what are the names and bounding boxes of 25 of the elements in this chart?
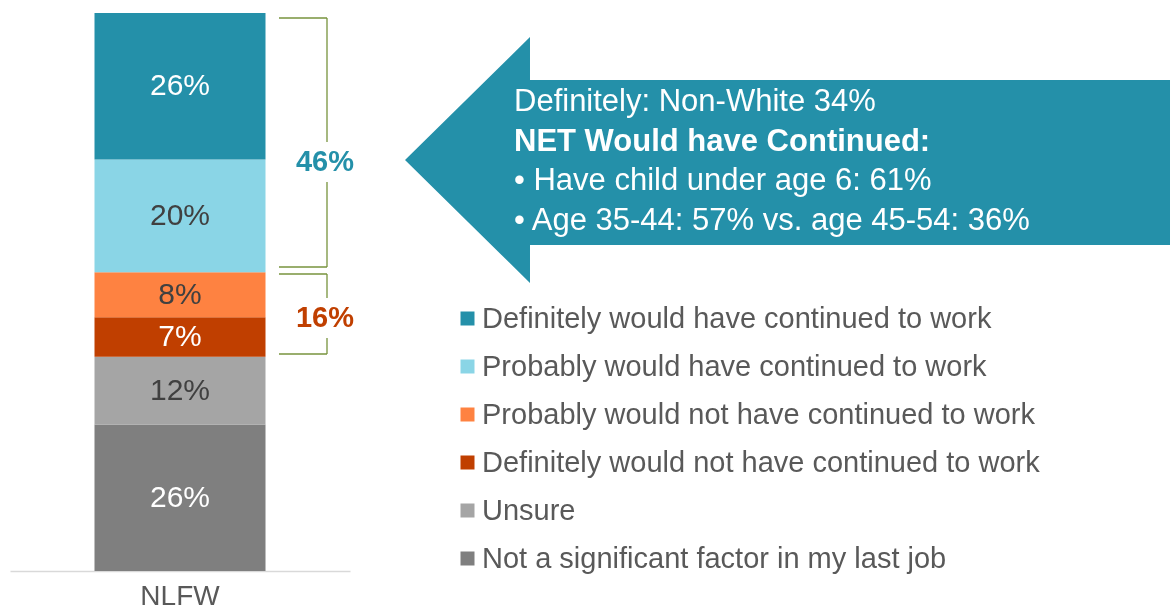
text: • Have child under age 6: 61% bbox=[514, 162, 932, 197]
text: • Age 35-44: 57% vs. age 45-54: 36% bbox=[514, 201, 1030, 237]
legend-label: Unsure bbox=[482, 493, 576, 526]
bar bbox=[94, 272, 266, 318]
data-label: 20% bbox=[149, 197, 211, 231]
data-label: 26% bbox=[149, 479, 211, 513]
bar bbox=[94, 317, 266, 357]
bar bbox=[94, 424, 266, 571]
legend-label: Not a significant factor in my last job bbox=[482, 541, 947, 574]
text: NET Would have Continued: bbox=[514, 122, 931, 158]
bar bbox=[94, 356, 266, 425]
data-label: 8% bbox=[158, 276, 202, 310]
legend-label: Probably would have continued to work bbox=[482, 349, 988, 382]
bar bbox=[94, 13, 266, 160]
bar bbox=[94, 159, 266, 273]
text: Definitely: Non-White 34% bbox=[514, 83, 876, 118]
data-label: 12% bbox=[149, 372, 211, 406]
x-tick-label: NLFW bbox=[140, 579, 221, 609]
text: 16% bbox=[295, 301, 355, 333]
legend-label: Definitely would not have continued to work bbox=[482, 445, 1041, 478]
data-label: 7% bbox=[158, 319, 202, 353]
text: 46% bbox=[295, 145, 355, 177]
legend-label: Definitely would have continued to work bbox=[482, 301, 992, 334]
data-label: 26% bbox=[149, 68, 211, 102]
legend-label: Probably would not have continued to work bbox=[482, 397, 1036, 430]
